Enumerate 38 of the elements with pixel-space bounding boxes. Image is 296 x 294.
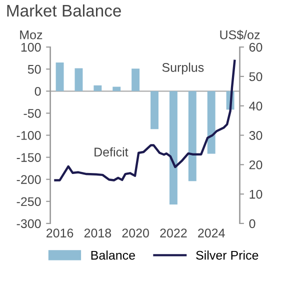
y2-tick-label: 30: [249, 131, 262, 140]
bar: [169, 91, 178, 204]
y-tick-label: -200: [16, 175, 41, 184]
y-tick-label: -100: [16, 131, 41, 140]
y2-axis-title: US$/oz: [220, 30, 260, 40]
bar: [207, 91, 216, 154]
bar: [74, 68, 83, 92]
y-axis-title: Moz: [20, 30, 42, 40]
bar: [150, 91, 158, 130]
y2-tick-label: 0: [249, 219, 256, 228]
bar: [94, 85, 102, 92]
y-tick-label: -250: [16, 197, 41, 206]
chart-title: Market Balance: [7, 4, 121, 17]
y2-tick-label: 60: [249, 42, 262, 52]
x-tick-label: 2022: [160, 228, 187, 238]
x-tick-label: 2016: [46, 228, 74, 238]
bar: [132, 68, 140, 92]
y-tick-label: -50: [24, 108, 41, 118]
x-tick-label: 2020: [122, 228, 149, 238]
bar: [188, 91, 196, 182]
line-series: [54, 60, 236, 182]
bar: [112, 86, 121, 92]
annotation: Surplus: [162, 62, 204, 74]
y-tick-label: 50: [28, 64, 41, 74]
legend-label: Balance: [91, 250, 135, 260]
y2-tick-label: 50: [249, 72, 262, 82]
legend-label: Silver Price: [196, 250, 258, 260]
y2-tick-label: 40: [249, 102, 262, 110]
y2-tick-label: 20: [249, 160, 262, 170]
y-tick-label: -150: [16, 153, 41, 162]
bar: [56, 62, 64, 92]
y-tick-label: 100: [21, 42, 41, 52]
y2-tick-label: 10: [250, 190, 262, 199]
y-tick-label: 0: [34, 86, 41, 96]
x-tick-label: 2024: [198, 228, 225, 238]
annotation: Deficit: [94, 147, 128, 157]
x-tick-label: 2018: [84, 228, 112, 238]
y-tick-label: -300: [16, 219, 41, 228]
